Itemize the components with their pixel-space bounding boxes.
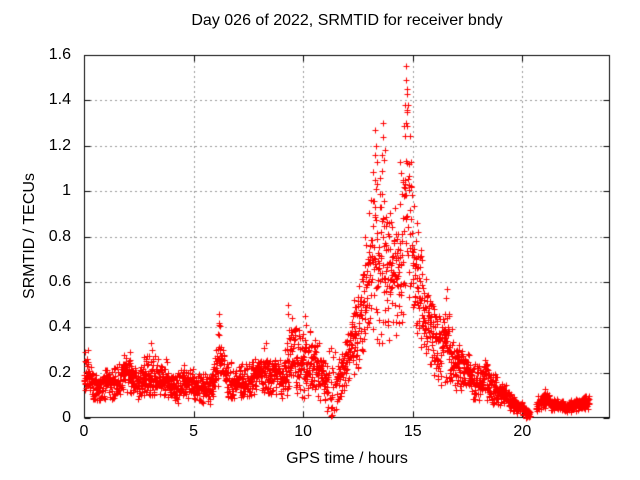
y-tick-label: 0.2 [48, 363, 71, 381]
y-tick-label: 0.8 [48, 227, 71, 245]
y-tick-label: 1 [62, 182, 71, 200]
x-tick-label: 20 [513, 423, 532, 440]
y-tick-label: 1.2 [48, 136, 71, 154]
chart-title: Day 026 of 2022, SRMTID for receiver bnd… [191, 12, 503, 29]
x-axis-label: GPS time / hours [286, 450, 408, 467]
y-tick-label: 1.4 [48, 91, 71, 109]
x-tick-label: 10 [294, 423, 313, 440]
y-tick-label: 0.6 [48, 272, 71, 290]
y-tick-label: 0.4 [48, 318, 71, 336]
y-tick-label: 1.6 [48, 46, 71, 63]
y-tick-label: 0 [62, 409, 71, 426]
x-tick-label: 0 [79, 423, 89, 440]
x-tick-label: 5 [189, 423, 199, 440]
x-tick-label: 15 [403, 423, 422, 440]
